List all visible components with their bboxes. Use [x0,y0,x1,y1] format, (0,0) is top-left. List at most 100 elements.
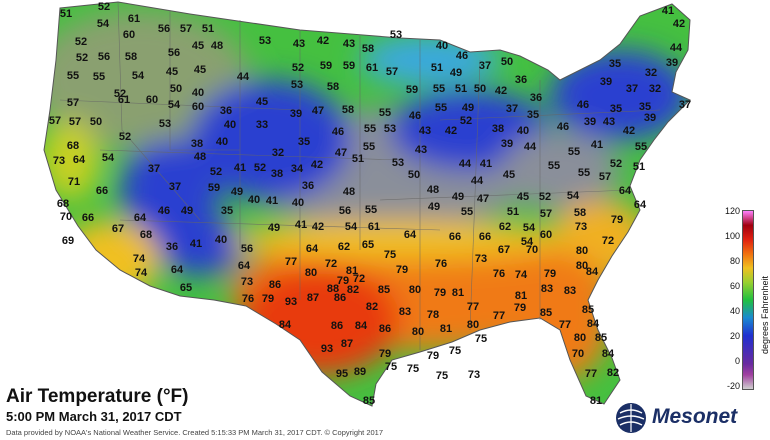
station-temp: 53 [390,29,402,41]
station-temp: 54 [521,236,534,248]
station-temp: 35 [610,103,622,115]
station-temp: 35 [527,109,539,121]
legend-tick: 20 [729,331,740,341]
station-temp: 37 [679,99,691,111]
station-temp: 50 [170,83,182,95]
station-temp: 52 [98,1,110,13]
station-temp: 51 [202,23,214,35]
station-temp: 60 [192,101,204,113]
station-temp: 46 [557,121,569,133]
station-temp: 36 [220,105,232,117]
station-temp: 78 [427,309,439,321]
station-temp: 84 [602,348,615,360]
station-temp: 56 [339,205,351,217]
station-temp: 55 [578,167,590,179]
legend-tick: 100 [724,231,740,241]
station-temp: 59 [208,182,220,194]
station-temp: 39 [600,76,612,88]
station-temp: 41 [591,139,603,151]
station-temp: 71 [68,176,80,188]
station-temp: 86 [379,323,391,335]
station-temp: 43 [293,38,305,50]
station-temp: 75 [384,249,396,261]
station-temp: 41 [266,195,278,207]
station-temp: 48 [194,151,206,163]
station-temp: 40 [292,197,304,209]
station-temp: 82 [607,367,619,379]
station-temp: 67 [112,223,124,235]
station-temp: 83 [564,285,576,297]
station-temp: 79 [544,268,556,280]
station-temp: 88 [327,283,339,295]
station-temp: 38 [191,138,203,150]
station-temp: 52 [292,62,304,74]
station-temp: 84 [587,318,600,330]
station-temp: 35 [298,136,310,148]
station-temp: 51 [352,153,364,165]
station-temp: 75 [475,333,487,345]
station-temp: 41 [234,162,246,174]
station-temp: 48 [427,184,439,196]
station-temp: 85 [582,304,594,316]
station-temp: 37 [169,181,181,193]
station-temp: 66 [96,185,108,197]
station-temp: 37 [506,103,518,115]
station-temp: 81 [515,290,527,302]
station-temp: 40 [216,136,228,148]
station-temp: 49 [462,102,474,114]
station-temp: 75 [407,363,419,375]
data-credit: Data provided by NOAA's National Weather… [6,428,384,437]
station-temp: 41 [295,219,307,231]
station-temp: 55 [364,123,376,135]
station-temp: 79 [427,350,439,362]
station-temp: 67 [498,244,510,256]
station-temp: 44 [524,141,537,153]
station-temp: 57 [540,208,552,220]
legend-tick: 80 [729,256,740,266]
station-temp: 55 [67,70,79,82]
station-temp: 42 [445,125,457,137]
station-temp: 59 [320,60,332,72]
station-temp: 52 [210,166,222,178]
station-temp: 64 [73,154,86,166]
mesonet-logo: Mesonet [612,401,762,437]
station-temp: 58 [342,104,354,116]
station-temp: 32 [649,83,661,95]
station-temp: 79 [396,264,408,276]
station-temp: 74 [515,269,528,281]
station-temp: 58 [125,51,137,63]
station-temp: 57 [180,23,192,35]
station-temp: 51 [507,206,519,218]
station-temp: 61 [368,221,380,233]
station-temp: 37 [626,83,638,95]
station-temp: 43 [603,116,615,128]
station-temp: 35 [639,101,651,113]
station-temp: 77 [585,368,597,380]
station-temp: 68 [67,140,79,152]
station-temp: 49 [450,67,462,79]
station-temp: 49 [428,201,440,213]
station-temp: 40 [192,87,204,99]
station-temp: 35 [221,205,233,217]
station-temp: 70 [526,244,538,256]
station-temp: 54 [97,18,110,30]
station-temp: 56 [98,51,110,63]
station-temp: 55 [363,141,375,153]
temperature-legend: 120 100 80 60 40 20 0 -20 degrees Fahren… [712,204,770,394]
station-temp: 80 [576,260,588,272]
station-temp: 76 [435,258,447,270]
station-temp: 42 [673,18,685,30]
station-temp: 42 [311,159,323,171]
station-temp: 57 [386,66,398,78]
station-temp: 86 [269,279,281,291]
station-temp: 49 [231,186,243,198]
station-temp: 39 [290,108,302,120]
station-temp: 79 [434,287,446,299]
station-temp: 46 [332,126,344,138]
station-temp: 70 [572,348,584,360]
station-temp: 80 [305,267,317,279]
station-temp: 80 [574,332,586,344]
station-temp: 35 [609,58,621,70]
station-temp: 83 [541,283,553,295]
